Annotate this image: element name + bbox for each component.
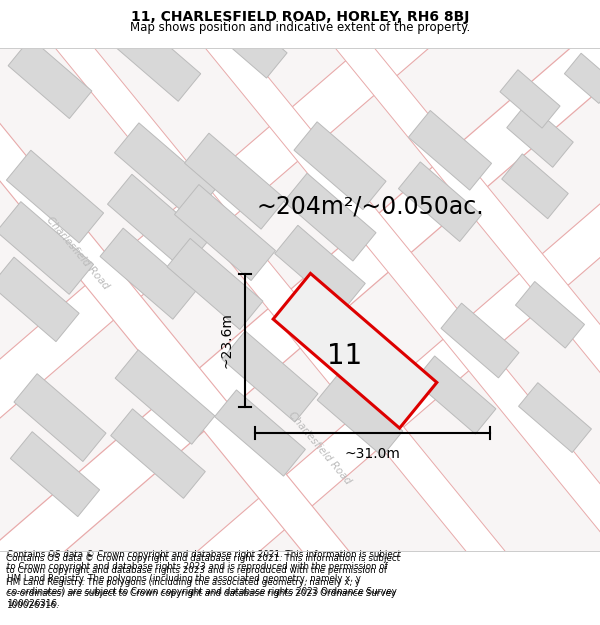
Text: 11: 11 bbox=[328, 342, 362, 370]
Polygon shape bbox=[441, 303, 519, 378]
Polygon shape bbox=[184, 133, 286, 229]
Polygon shape bbox=[0, 257, 79, 342]
Polygon shape bbox=[107, 174, 209, 270]
Polygon shape bbox=[507, 102, 573, 168]
Polygon shape bbox=[100, 228, 196, 319]
Text: ~204m²/~0.050ac.: ~204m²/~0.050ac. bbox=[256, 195, 484, 219]
Polygon shape bbox=[515, 281, 584, 348]
Polygon shape bbox=[259, 0, 600, 625]
Polygon shape bbox=[0, 0, 423, 625]
Polygon shape bbox=[565, 53, 600, 104]
Polygon shape bbox=[0, 202, 94, 294]
Polygon shape bbox=[7, 150, 104, 243]
Polygon shape bbox=[284, 173, 376, 261]
Polygon shape bbox=[129, 0, 600, 625]
Polygon shape bbox=[167, 238, 263, 329]
Polygon shape bbox=[275, 225, 365, 312]
Polygon shape bbox=[518, 382, 592, 452]
Polygon shape bbox=[115, 350, 215, 444]
Text: Contains OS data © Crown copyright and database right 2021. This information is : Contains OS data © Crown copyright and d… bbox=[6, 554, 400, 610]
Polygon shape bbox=[0, 176, 600, 625]
Text: Charlesfield Road: Charlesfield Road bbox=[45, 215, 111, 291]
Polygon shape bbox=[0, 0, 581, 625]
Text: 11, CHARLESFIELD ROAD, HORLEY, RH6 8BJ: 11, CHARLESFIELD ROAD, HORLEY, RH6 8BJ bbox=[131, 9, 469, 24]
Polygon shape bbox=[110, 409, 205, 498]
Polygon shape bbox=[0, 48, 600, 551]
Text: Charlesfield Road: Charlesfield Road bbox=[287, 410, 353, 487]
Polygon shape bbox=[14, 374, 106, 461]
Polygon shape bbox=[215, 390, 305, 476]
Polygon shape bbox=[8, 38, 92, 119]
Text: ~23.6m: ~23.6m bbox=[220, 312, 234, 368]
Polygon shape bbox=[325, 318, 415, 404]
Polygon shape bbox=[317, 375, 403, 456]
Polygon shape bbox=[10, 432, 100, 517]
Polygon shape bbox=[398, 162, 482, 241]
Polygon shape bbox=[294, 122, 386, 209]
Polygon shape bbox=[222, 331, 318, 422]
Text: ~31.0m: ~31.0m bbox=[344, 447, 400, 461]
Polygon shape bbox=[502, 154, 568, 219]
Polygon shape bbox=[409, 111, 491, 190]
Polygon shape bbox=[414, 356, 496, 434]
Polygon shape bbox=[273, 273, 437, 428]
Polygon shape bbox=[115, 123, 215, 219]
Text: Contains OS data © Crown copyright and database right 2021. This information is : Contains OS data © Crown copyright and d… bbox=[7, 550, 401, 608]
Polygon shape bbox=[500, 70, 560, 128]
Polygon shape bbox=[175, 184, 275, 281]
Polygon shape bbox=[0, 0, 600, 444]
Polygon shape bbox=[109, 14, 201, 101]
Text: Map shows position and indicative extent of the property.: Map shows position and indicative extent… bbox=[130, 21, 470, 34]
Polygon shape bbox=[213, 7, 287, 78]
